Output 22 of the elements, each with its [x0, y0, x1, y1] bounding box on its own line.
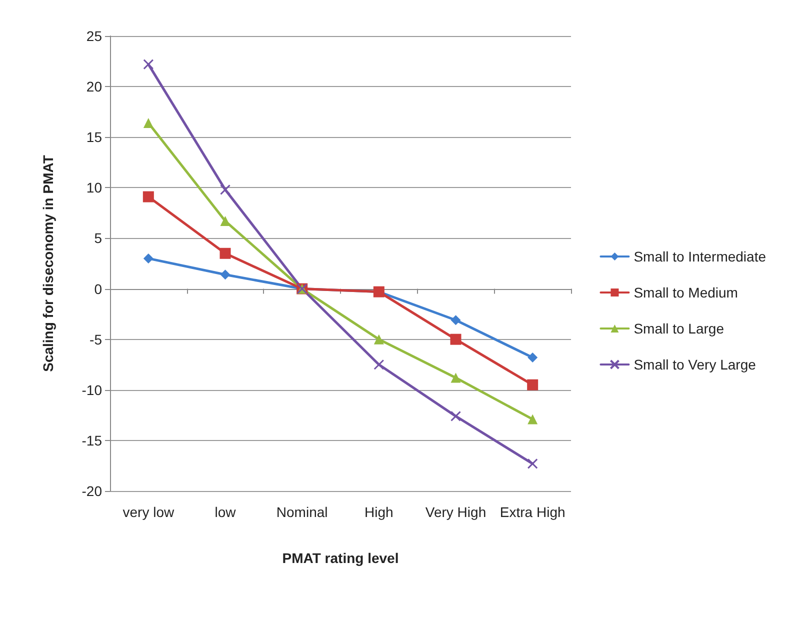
y-tick-label: -20: [82, 483, 102, 499]
x-tick-label: High: [364, 504, 394, 520]
x-tick-label: very low: [122, 504, 175, 520]
x-axis-title: PMAT rating level: [282, 550, 399, 566]
legend-label: Small to Medium: [634, 284, 738, 300]
x-tick-label: Very High: [425, 504, 486, 520]
y-tick-label: 10: [86, 180, 102, 196]
y-tick-label: -5: [90, 331, 102, 348]
y-tick-label: 25: [86, 28, 102, 44]
legend-label: Small to Large: [634, 320, 724, 336]
y-tick-label: -15: [82, 432, 102, 448]
x-tick-label: Nominal: [276, 504, 328, 520]
y-axis-title: Scaling for diseconomy in PMAT: [40, 154, 56, 372]
y-tick-label: 5: [94, 230, 102, 246]
legend-label: Small to Intermediate: [634, 248, 766, 264]
y-tick-label: -10: [82, 382, 102, 398]
y-tick-label: 15: [86, 129, 102, 146]
x-tick-label: low: [214, 504, 237, 520]
y-tick-label: 20: [86, 78, 102, 95]
legend-label: Small to Very Large: [634, 356, 756, 372]
y-tick-label: 0: [94, 280, 102, 297]
x-tick-label: Extra High: [500, 504, 566, 520]
